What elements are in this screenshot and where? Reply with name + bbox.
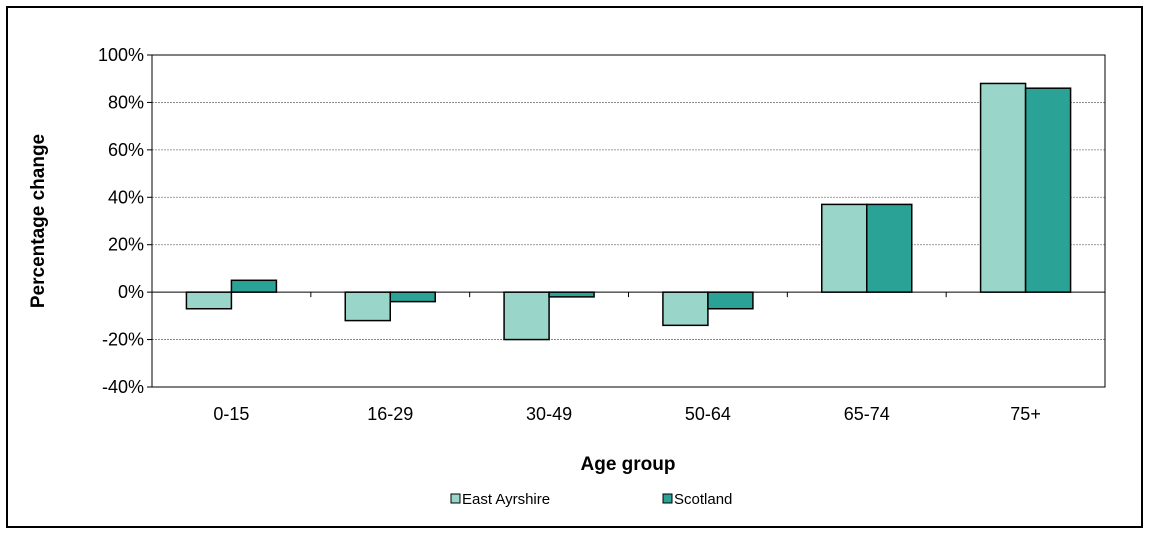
y-tick-labels: -40% -20% 0% 20% 40% 60% 80% 100%	[98, 45, 144, 397]
y-tick-label: -20%	[102, 330, 144, 350]
chart-frame	[6, 6, 1143, 528]
legend-swatch-east-ayrshire	[450, 493, 461, 504]
y-tick-label: 0%	[118, 282, 144, 302]
x-tick-label: 50-64	[685, 404, 731, 424]
x-tick-label: 0-15	[213, 404, 249, 424]
bar-scotland-75	[1024, 87, 1072, 293]
y-tick-label: 20%	[108, 235, 144, 255]
bar-scotland-0-15	[230, 279, 278, 293]
bars	[185, 82, 1072, 341]
bar-scotland-65-74	[866, 203, 913, 293]
y-tick-label: 60%	[108, 140, 144, 160]
bar-scotland-50-64	[707, 291, 754, 310]
y-tick-label: 80%	[108, 92, 144, 112]
axes	[147, 54, 1105, 388]
legend: East Ayrshire Scotland	[450, 491, 732, 508]
plot-area	[151, 54, 1106, 388]
bar-east-ayrshire-0-15	[185, 291, 233, 310]
y-tick-label: -40%	[102, 377, 144, 397]
x-axis-title: Age group	[581, 454, 676, 475]
x-tick-label: 16-29	[367, 404, 413, 424]
gridlines	[152, 102, 1105, 340]
legend-label-scotland: Scotland	[674, 491, 732, 508]
bar-east-ayrshire-30-49	[503, 291, 550, 341]
bar-east-ayrshire-65-74	[821, 203, 868, 293]
bar-scotland-16-29	[389, 291, 436, 303]
y-tick-label: 100%	[98, 45, 144, 65]
legend-label-east-ayrshire: East Ayrshire	[462, 491, 550, 508]
x-tick-label: 30-49	[526, 404, 572, 424]
x-tick-labels: 0-15 16-29 30-49 50-64 65-74 75+	[213, 404, 1040, 424]
y-axis-title: Percentage change	[28, 134, 49, 308]
bar-east-ayrshire-50-64	[662, 291, 709, 327]
y-tick-label: 40%	[108, 187, 144, 207]
x-tick-label: 65-74	[844, 404, 890, 424]
bar-east-ayrshire-75	[979, 82, 1027, 293]
legend-swatch-scotland	[662, 493, 673, 504]
x-tick-label: 75+	[1010, 404, 1041, 424]
bar-scotland-30-49	[548, 291, 595, 298]
bar-east-ayrshire-16-29	[344, 291, 391, 322]
